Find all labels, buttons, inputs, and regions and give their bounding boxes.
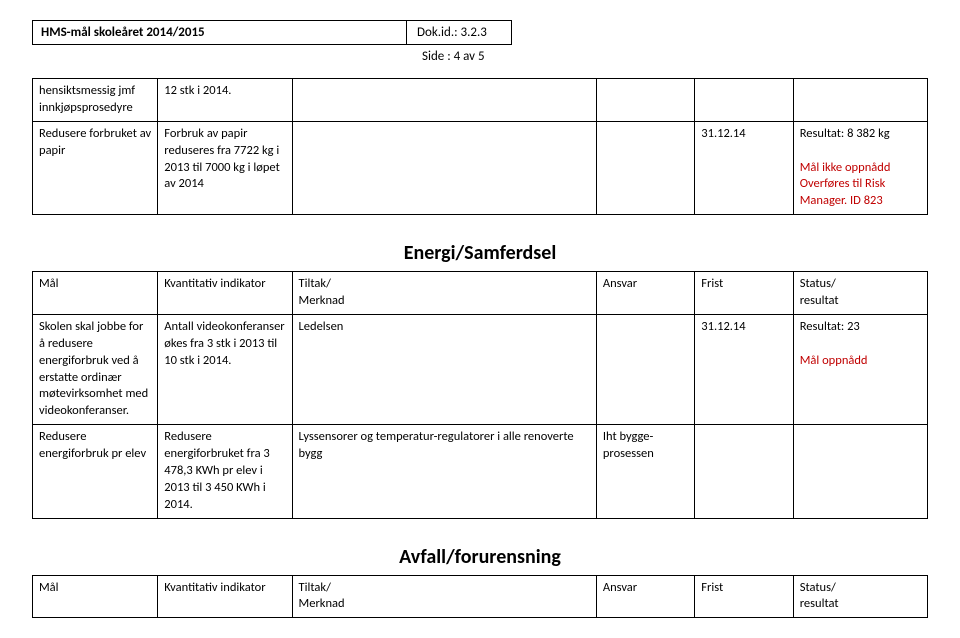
page-indicator: Side : 4 av 5 — [32, 49, 928, 64]
cell — [292, 121, 596, 214]
cell: Redusere energiforbruk pr elev — [33, 425, 158, 518]
cell: Forbruk av papir reduseres fra 7722 kg i… — [158, 121, 292, 214]
cell: Redusere energiforbruket fra 3 478,3 KWh… — [158, 425, 292, 518]
col-tiltak: Tiltak/ Merknad — [292, 272, 596, 315]
status-met: Mål oppnådd — [800, 353, 921, 370]
status-not-met: Mål ikke oppnådd — [800, 160, 921, 177]
status-transfer: Overføres til Risk Manager. ID 823 — [800, 176, 921, 210]
cell: Lyssensorer og temperatur-regulatorer i … — [292, 425, 596, 518]
cell: Antall videokonferanser økes fra 3 stk i… — [158, 314, 292, 424]
cell: Redusere forbruket av papir — [33, 121, 158, 214]
cell — [292, 79, 596, 122]
table-header-row: Mål Kvantitativ indikator Tiltak/ Merkna… — [33, 272, 928, 315]
cell — [695, 425, 793, 518]
table-header-row: Mål Kvantitativ indikator Tiltak/ Merkna… — [33, 575, 928, 618]
section-title-energi: Energi/Samferdsel — [32, 241, 928, 265]
table-row: Skolen skal jobbe for å redusere energif… — [33, 314, 928, 424]
col-mal: Mål — [33, 575, 158, 618]
cell — [695, 79, 793, 122]
col-tiltak: Tiltak/ Merknad — [292, 575, 596, 618]
section-title-avfall: Avfall/forurensning — [32, 545, 928, 569]
col-ansvar: Ansvar — [596, 575, 694, 618]
cell — [596, 314, 694, 424]
cell: Skolen skal jobbe for å redusere energif… — [33, 314, 158, 424]
col-ansvar: Ansvar — [596, 272, 694, 315]
doc-title: HMS-mål skoleåret 2014/2015 — [33, 21, 406, 44]
col-status: Status/ resultat — [793, 575, 927, 618]
table-row: Redusere energiforbruk pr elev Redusere … — [33, 425, 928, 518]
col-kvant: Kvantitativ indikator — [158, 272, 292, 315]
cell — [596, 79, 694, 122]
col-mal: Mål — [33, 272, 158, 315]
cell: 31.12.14 — [695, 314, 793, 424]
cell: 31.12.14 — [695, 121, 793, 214]
col-status: Status/ resultat — [793, 272, 927, 315]
cell-status: Resultat: 8 382 kg Mål ikke oppnådd Over… — [793, 121, 927, 214]
cell-status: Resultat: 23 Mål oppnådd — [793, 314, 927, 424]
table-row: Redusere forbruket av papir Forbruk av p… — [33, 121, 928, 214]
table-row: hensiktsmessig jmf innkjøpsprosedyre 12 … — [33, 79, 928, 122]
energi-table: Mål Kvantitativ indikator Tiltak/ Merkna… — [32, 271, 928, 518]
result-text: Resultat: 23 — [800, 319, 921, 336]
result-text: Resultat: 8 382 kg — [800, 126, 921, 143]
col-kvant: Kvantitativ indikator — [158, 575, 292, 618]
doc-header: HMS-mål skoleåret 2014/2015 Dok.id.: 3.2… — [32, 20, 512, 45]
col-frist: Frist — [695, 272, 793, 315]
avfall-table: Mål Kvantitativ indikator Tiltak/ Merkna… — [32, 575, 928, 619]
cell: hensiktsmessig jmf innkjøpsprosedyre — [33, 79, 158, 122]
cell — [596, 121, 694, 214]
col-frist: Frist — [695, 575, 793, 618]
cell — [793, 79, 927, 122]
cell: 12 stk i 2014. — [158, 79, 292, 122]
cell: Iht bygge-prosessen — [596, 425, 694, 518]
cell — [793, 425, 927, 518]
doc-id: Dok.id.: 3.2.3 — [406, 21, 511, 44]
cell: Ledelsen — [292, 314, 596, 424]
top-table: hensiktsmessig jmf innkjøpsprosedyre 12 … — [32, 78, 928, 215]
